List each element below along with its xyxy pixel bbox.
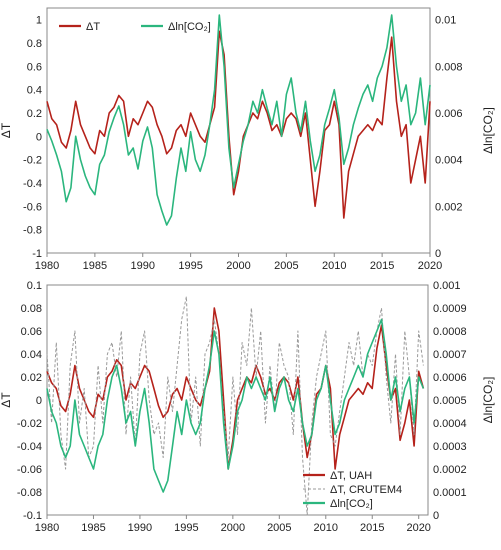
top-y-axis-label-right: Δln[CO₂] [481, 107, 495, 154]
top-y-right-tick-label: 0.002 [435, 201, 463, 213]
bottom-series-line-0 [46, 307, 425, 470]
top-x-tick-label: 1980 [35, 260, 59, 272]
top-y-left-tick-label: -1 [32, 248, 42, 260]
top-x-tick-label: 2020 [418, 260, 442, 272]
top-legend-label: Δln[CO₂] [168, 21, 211, 33]
top-x-tick-label: 2005 [274, 260, 298, 272]
top-y-right-tick-label: 0 [435, 248, 441, 260]
top-y-left-tick-label: 1 [36, 15, 42, 27]
bottom-y-right-tick-label: 0.0009 [433, 303, 467, 315]
bottom-y-left-tick-label: -0.04 [17, 441, 42, 453]
bottom-y-right-tick-label: 0.0005 [433, 395, 467, 407]
top-y-left-tick-label: 0.8 [27, 38, 42, 50]
bottom-y-left-tick-label: -0.06 [17, 464, 42, 476]
top-y-axis-label-left: ΔT [0, 122, 13, 138]
top-legend-label: ΔT [86, 21, 100, 33]
top-y-left-tick-label: 0.4 [27, 85, 42, 97]
top-chart: 1980 1985 1990 1995 2000 2005 2010 2015 2020 1 0.… [0, 7, 495, 272]
bottom-x-tick-label: 1995 [174, 522, 198, 534]
bottom-x-tick-label: 2005 [267, 522, 291, 534]
bottom-x-tick-label: 1990 [128, 522, 152, 534]
bottom-x-tick-label: 1980 [35, 522, 59, 534]
bottom-y-left-tick-label: 0 [36, 395, 42, 407]
top-x-tick-label: 2000 [226, 260, 250, 272]
top-series-line-1 [46, 14, 431, 226]
bottom-y-left-tick-label: -0.02 [17, 418, 42, 430]
bottom-x-tick-label: 2010 [314, 522, 338, 534]
bottom-y-right-tick-label: 0.0006 [433, 372, 467, 384]
bottom-y-axis-label-left: ΔT [0, 392, 13, 408]
bottom-y-left-tick-label: -0.08 [17, 487, 42, 499]
top-y-left-tick-label: -0.4 [23, 178, 42, 190]
bottom-x-tick-label: 2020 [406, 522, 430, 534]
bottom-chart: 1980 1985 1990 1995 2000 2005 2010 2015 2020 0.1… [0, 280, 495, 534]
bottom-legend-label: Δln[CO₂] [330, 498, 373, 510]
top-y-left-tick-label: -0.6 [23, 201, 42, 213]
top-x-tick-label: 2010 [322, 260, 346, 272]
top-y-left-tick-label: 0.2 [27, 108, 42, 120]
bottom-x-tick-label: 1985 [81, 522, 105, 534]
top-x-tick-label: 1985 [83, 260, 107, 272]
top-series-line-0 [46, 30, 431, 219]
bottom-x-tick-label: 2015 [360, 522, 384, 534]
top-y-left-tick-label: -0.2 [23, 155, 42, 167]
bottom-y-right-tick-label: 0.0002 [433, 464, 467, 476]
bottom-y-left-tick-label: 0.1 [27, 280, 42, 292]
top-x-tick-label: 1995 [178, 260, 202, 272]
top-y-left-tick-label: -0.8 [23, 225, 42, 237]
bottom-plot-frame [46, 284, 429, 516]
bottom-y-right-tick-label: 0.001 [433, 280, 461, 292]
top-legend: ΔT Δln[CO₂] [59, 21, 211, 33]
bottom-series-line-2 [46, 318, 425, 493]
top-x-tick-label: 1990 [131, 260, 155, 272]
bottom-legend: ΔT, UAH ΔT, CRUTEM4 Δln[CO₂] [303, 470, 402, 510]
bottom-y-left-tick-label: 0.06 [21, 326, 42, 338]
bottom-y-left-tick-label: -0.1 [23, 510, 42, 522]
top-y-right-tick-label: 0.008 [435, 61, 463, 73]
bottom-y-axis-label-right: Δln[CO₂] [481, 377, 495, 424]
top-x-tick-label: 2015 [370, 260, 394, 272]
bottom-y-right-tick-label: 0 [433, 510, 439, 522]
bottom-y-right-tick-label: 0.0003 [433, 441, 467, 453]
bottom-y-right-tick-label: 0.0007 [433, 349, 467, 361]
bottom-legend-label: ΔT, CRUTEM4 [330, 484, 402, 496]
bottom-y-right-tick-label: 0.0004 [433, 418, 467, 430]
bottom-series-line-1 [46, 296, 424, 516]
top-y-left-tick-label: 0.6 [27, 61, 42, 73]
bottom-y-left-tick-label: 0.08 [21, 303, 42, 315]
bottom-y-right-tick-label: 0.0001 [433, 487, 467, 499]
top-y-left-tick-label: 0 [36, 131, 42, 143]
bottom-y-left-tick-label: 0.04 [21, 349, 42, 361]
bottom-x-tick-label: 2000 [221, 522, 245, 534]
bottom-y-left-tick-label: 0.02 [21, 372, 42, 384]
bottom-y-right-tick-label: 0.0008 [433, 326, 467, 338]
bottom-legend-label: ΔT, UAH [330, 470, 372, 482]
top-y-right-tick-label: 0.006 [435, 108, 463, 120]
top-y-right-tick-label: 0.004 [435, 155, 463, 167]
top-y-right-tick-label: 0.01 [435, 15, 456, 27]
